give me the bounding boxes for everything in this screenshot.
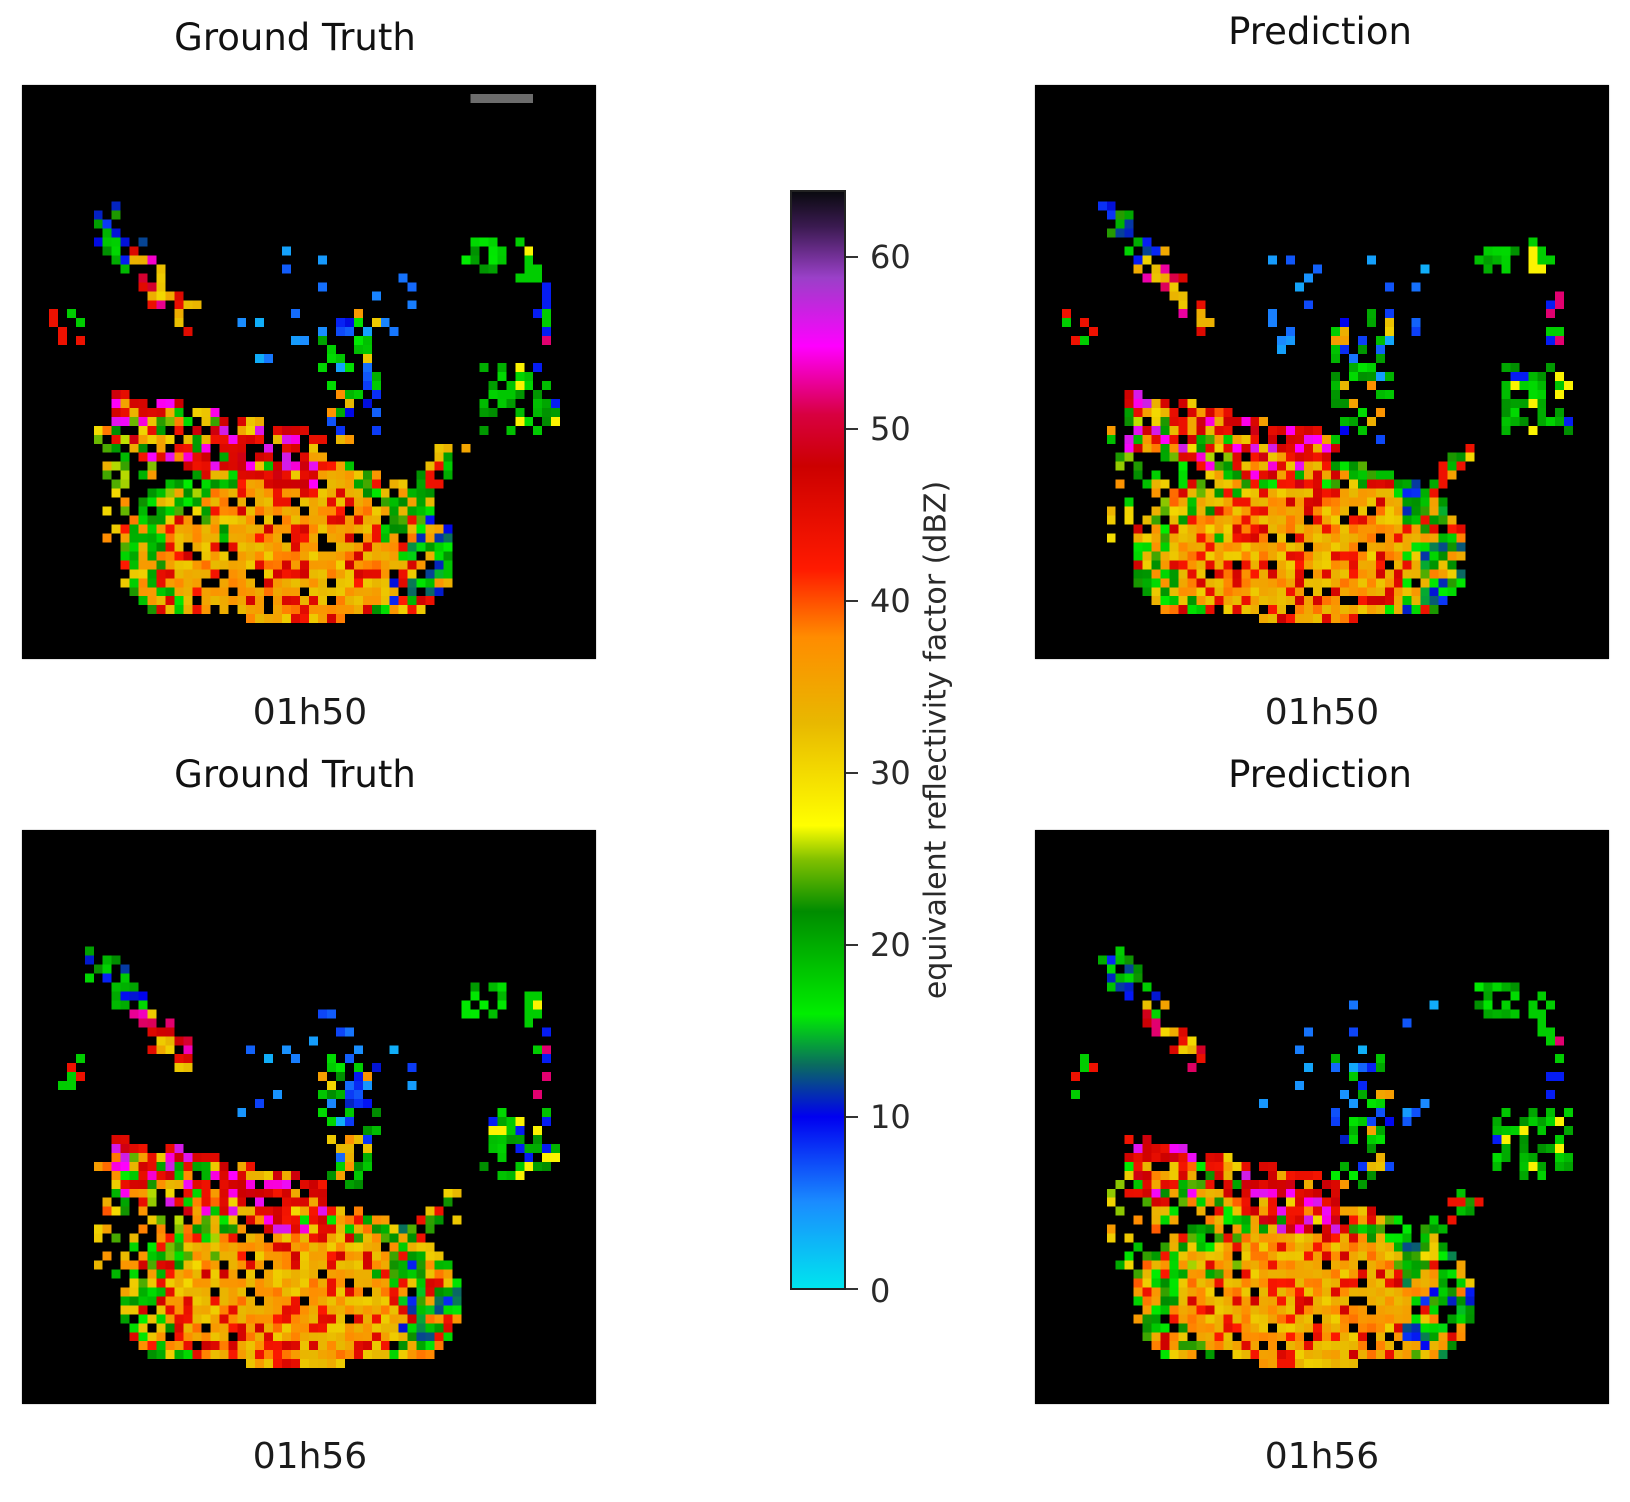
colorbar-tick-30 bbox=[846, 772, 858, 774]
colorbar-ticklabel-30: 30 bbox=[870, 754, 911, 792]
colorbar-tick-50 bbox=[846, 428, 858, 430]
colorbar-ticklabel-20: 20 bbox=[870, 926, 911, 964]
title-prediction-top: Prediction bbox=[1228, 10, 1412, 53]
colorbar bbox=[790, 190, 846, 1290]
time-label-top-left: 01h50 bbox=[252, 692, 368, 733]
colorbar-tick-20 bbox=[846, 944, 858, 946]
colorbar-ticklabel-40: 40 bbox=[870, 582, 911, 620]
colorbar-axis-label: equivalent reflectivity factor (dBZ) bbox=[918, 480, 954, 1000]
colorbar-tick-60 bbox=[846, 256, 858, 258]
radar-panel-prediction-0150 bbox=[1035, 85, 1609, 659]
colorbar-tick-0 bbox=[846, 1288, 858, 1290]
title-prediction-bottom: Prediction bbox=[1228, 753, 1412, 796]
title-ground-truth-top: Ground Truth bbox=[174, 16, 416, 59]
title-ground-truth-bottom: Ground Truth bbox=[174, 753, 416, 796]
colorbar-ticklabel-10: 10 bbox=[870, 1098, 911, 1136]
radar-panel-prediction-0156 bbox=[1035, 830, 1609, 1404]
radar-panel-ground-truth-0150 bbox=[22, 85, 596, 659]
time-label-bottom-right: 01h56 bbox=[1264, 1436, 1380, 1477]
colorbar-tick-40 bbox=[846, 600, 858, 602]
colorbar-tick-10 bbox=[846, 1116, 858, 1118]
colorbar-ticklabel-50: 50 bbox=[870, 410, 911, 448]
colorbar-ticklabel-0: 0 bbox=[870, 1272, 891, 1310]
time-label-bottom-left: 01h56 bbox=[252, 1436, 368, 1477]
colorbar-ticklabel-60: 60 bbox=[870, 238, 911, 276]
time-label-top-right: 01h50 bbox=[1264, 692, 1380, 733]
radar-panel-ground-truth-0156 bbox=[22, 830, 596, 1404]
